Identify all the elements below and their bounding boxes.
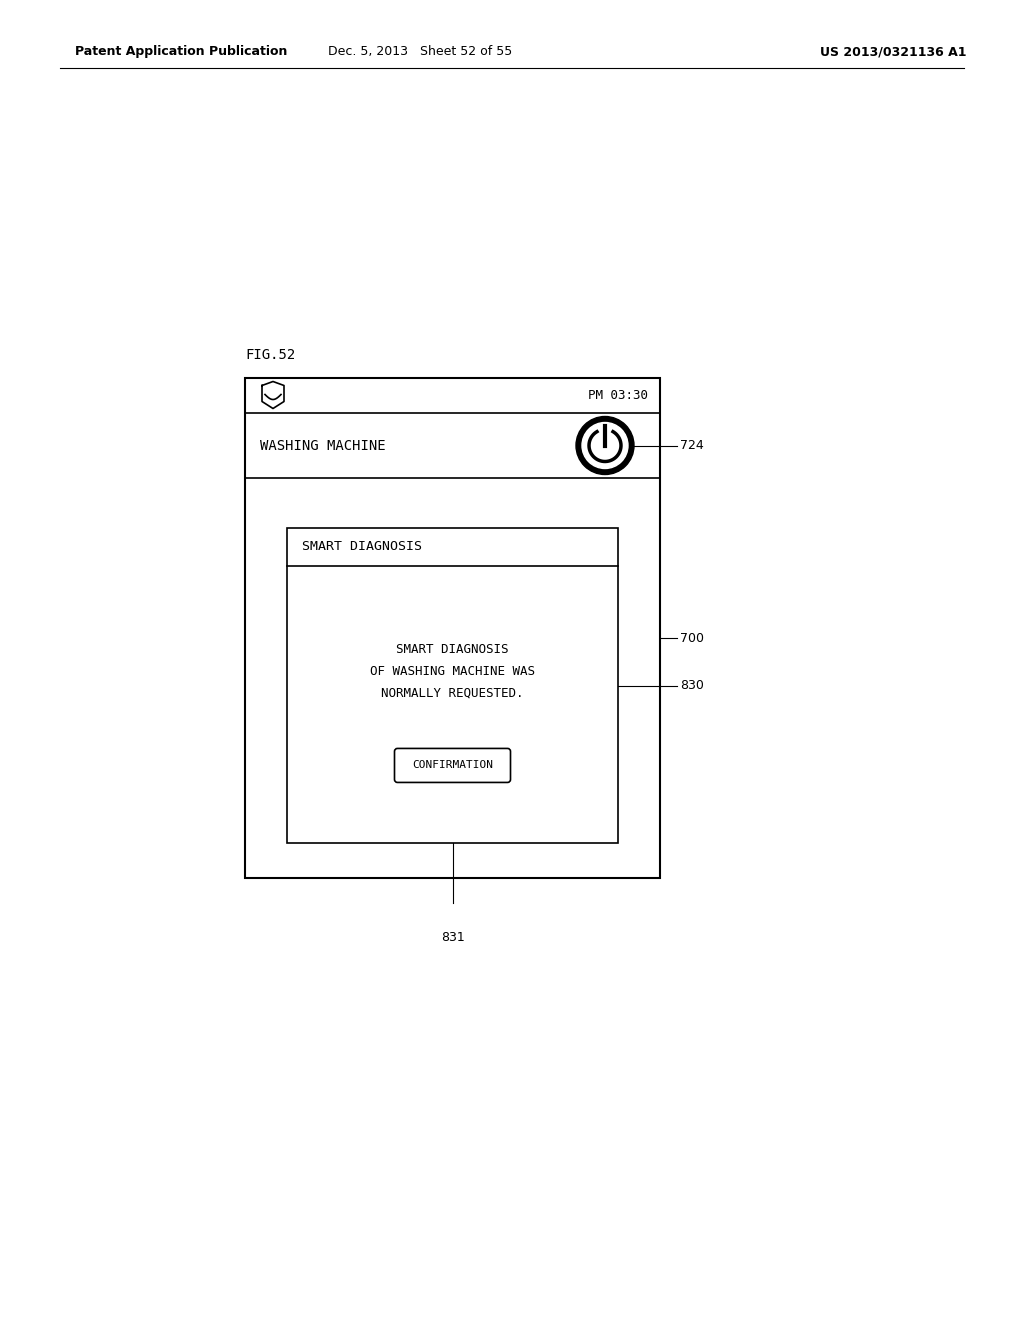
- Text: Dec. 5, 2013   Sheet 52 of 55: Dec. 5, 2013 Sheet 52 of 55: [328, 45, 512, 58]
- Text: NORMALLY REQUESTED.: NORMALLY REQUESTED.: [381, 686, 523, 700]
- Text: SMART DIAGNOSIS: SMART DIAGNOSIS: [396, 643, 509, 656]
- Circle shape: [575, 417, 634, 474]
- Text: OF WASHING MACHINE WAS: OF WASHING MACHINE WAS: [370, 665, 535, 677]
- Circle shape: [582, 422, 628, 469]
- Bar: [245, 378, 660, 878]
- Text: SMART DIAGNOSIS: SMART DIAGNOSIS: [302, 540, 422, 553]
- Text: FIG.52: FIG.52: [245, 348, 295, 362]
- Text: WASHING MACHINE: WASHING MACHINE: [260, 438, 386, 453]
- Text: CONFIRMATION: CONFIRMATION: [412, 760, 493, 771]
- FancyBboxPatch shape: [394, 748, 511, 783]
- Text: 724: 724: [680, 440, 703, 451]
- Bar: [287, 528, 618, 843]
- Text: 830: 830: [680, 678, 703, 692]
- Text: US 2013/0321136 A1: US 2013/0321136 A1: [820, 45, 967, 58]
- Text: PM 03:30: PM 03:30: [588, 389, 648, 403]
- Text: 831: 831: [440, 931, 464, 944]
- Text: Patent Application Publication: Patent Application Publication: [75, 45, 288, 58]
- Text: 700: 700: [680, 631, 705, 644]
